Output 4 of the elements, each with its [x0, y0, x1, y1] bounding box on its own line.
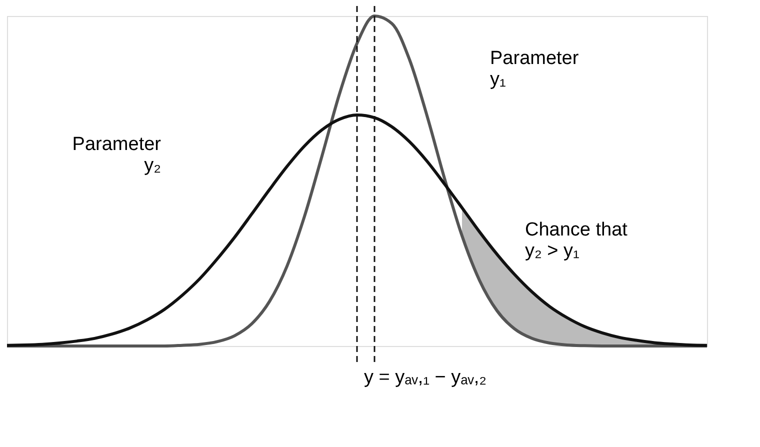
annotation: Parameter y₁: [490, 48, 580, 90]
text: y = yₐᵥ,₁ − yₐᵥ,₂: [364, 367, 486, 388]
annotation: Parameter y₂: [72, 134, 162, 176]
annotation: Chance that y₂ > y₁: [525, 220, 628, 262]
